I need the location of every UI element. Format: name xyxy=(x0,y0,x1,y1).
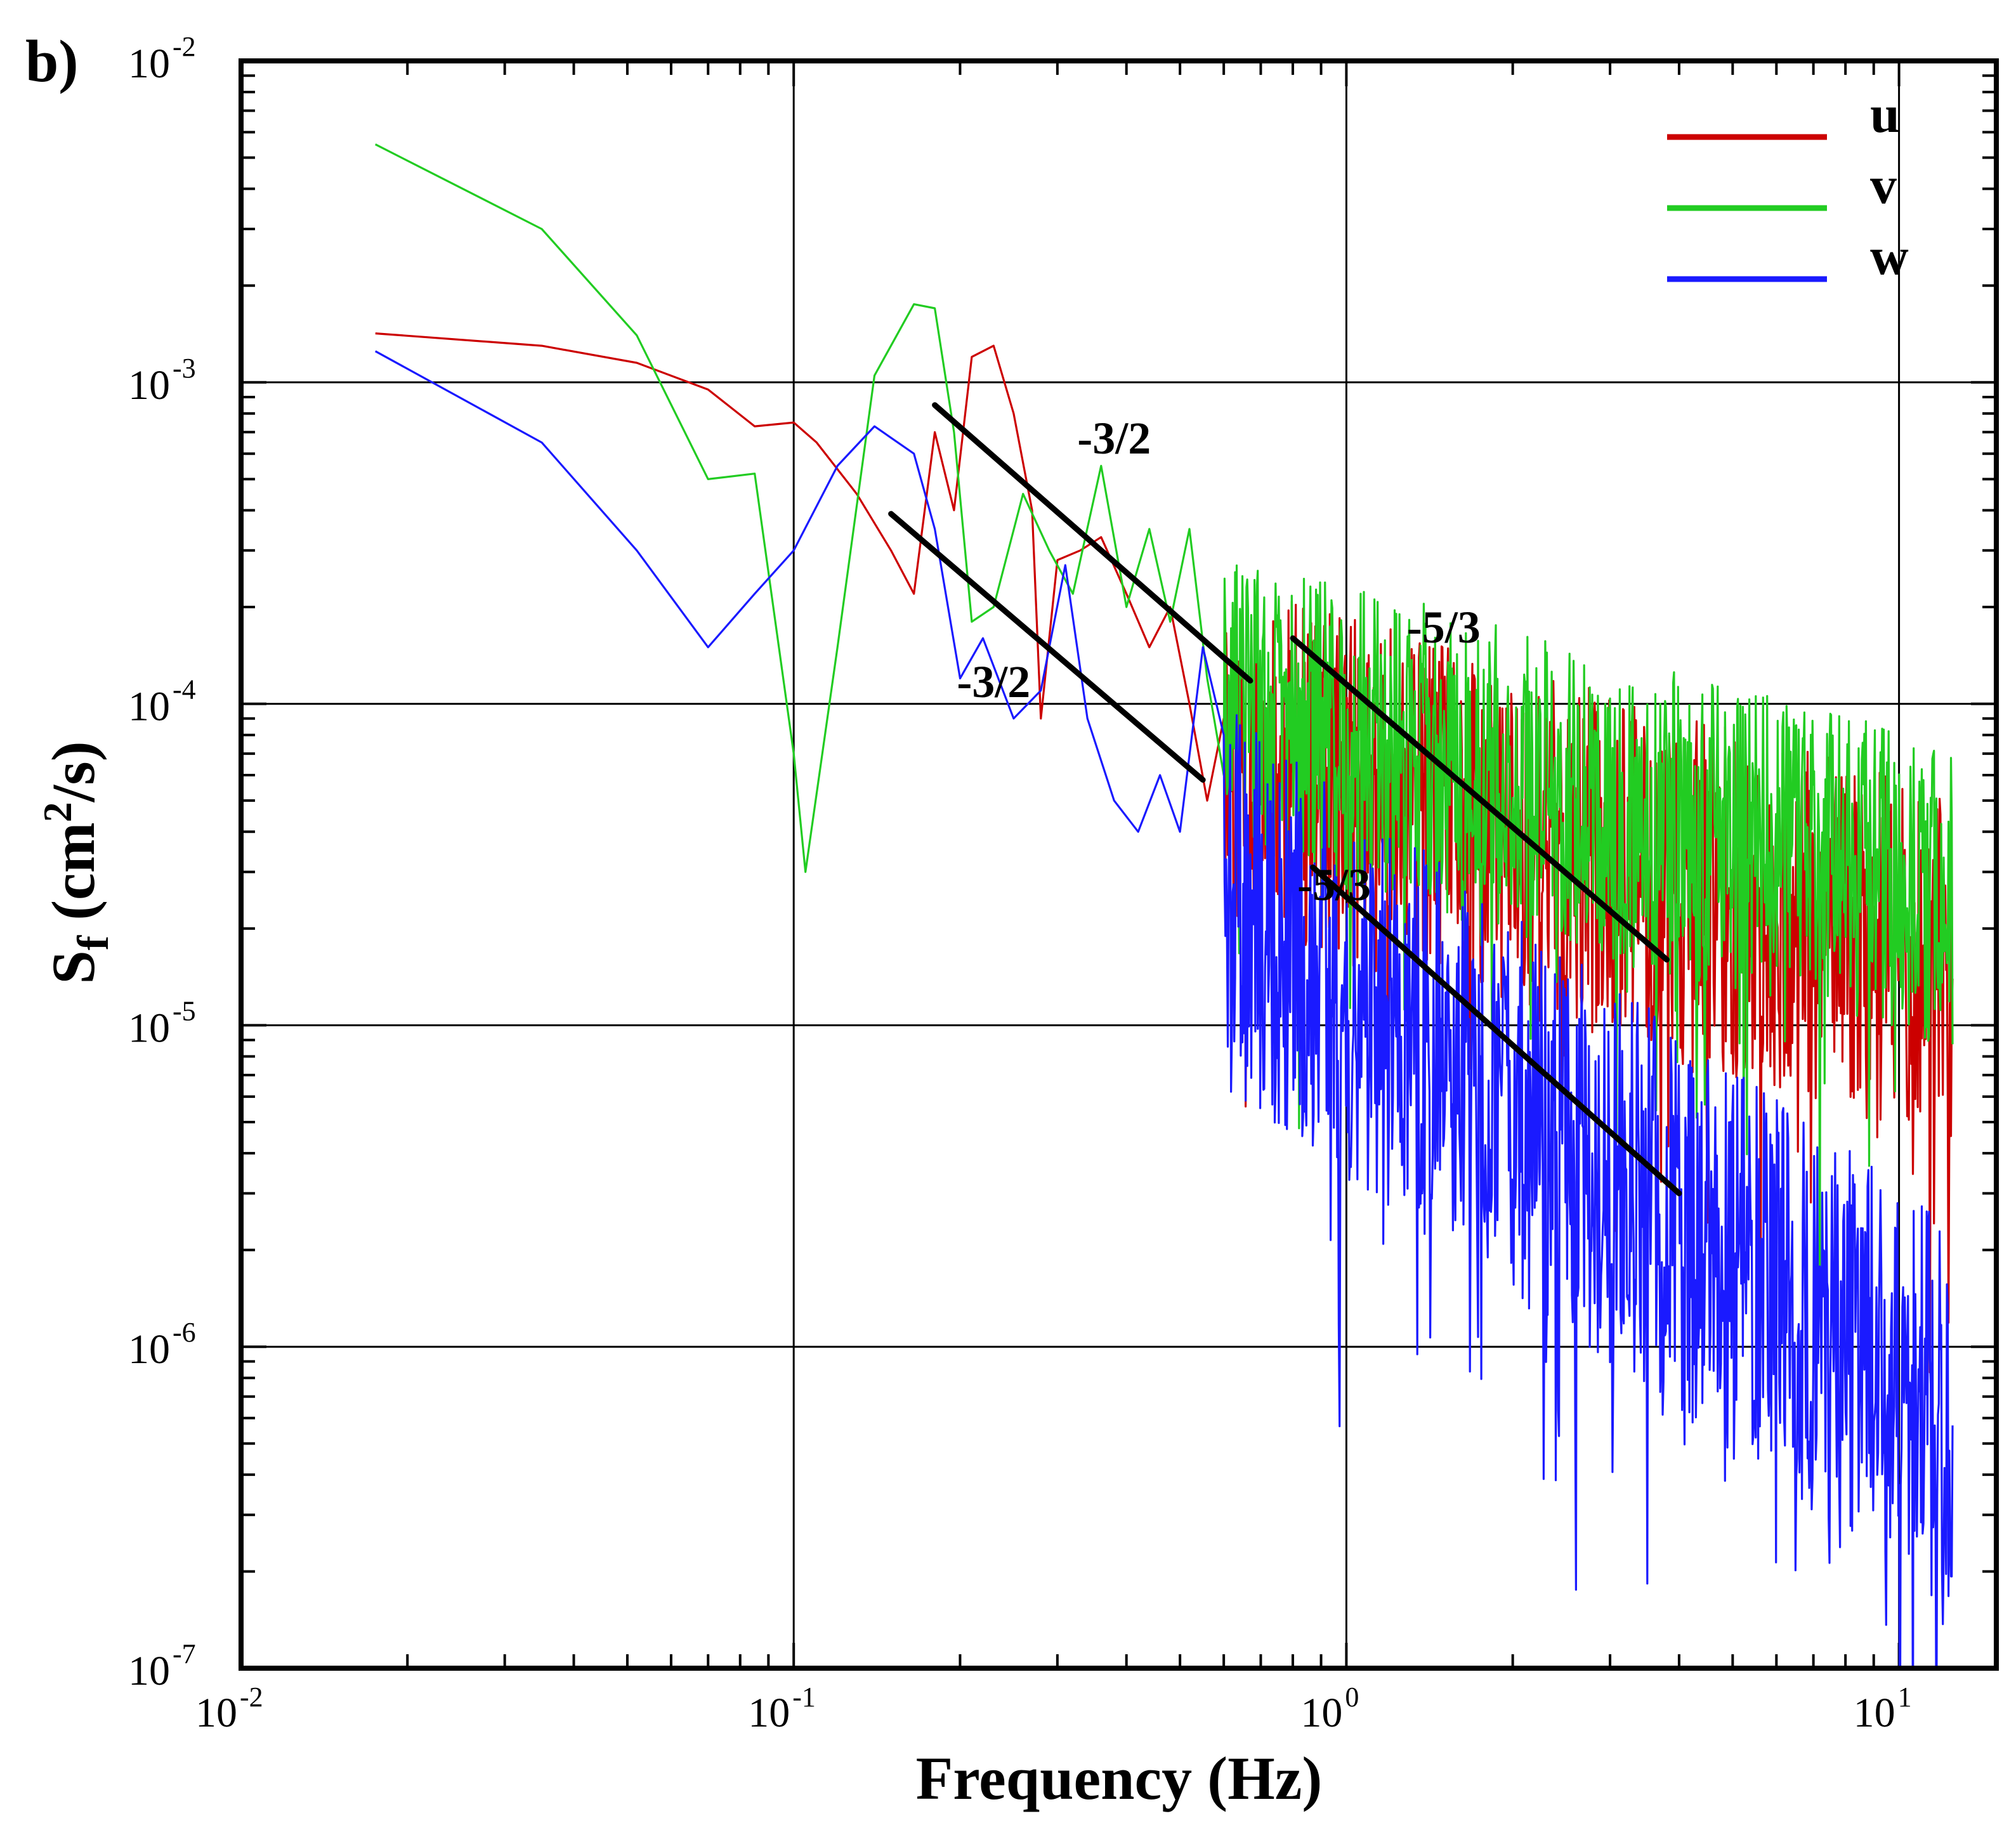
x-tick-label: 10 -2 xyxy=(195,1682,263,1736)
y-tick-label: 10 -7 xyxy=(128,1638,196,1694)
slope-label: -5/3 xyxy=(1297,859,1371,910)
series-line-v xyxy=(374,143,1954,1286)
series-line-w xyxy=(374,350,1954,1668)
y-axis-base: S xyxy=(39,950,107,984)
y-tick-exp: -6 xyxy=(173,1317,196,1348)
x-tick-base: 10 xyxy=(748,1690,790,1736)
legend-label-w: w xyxy=(1870,227,1909,286)
y-tick-labels: 10-710-610-510-410-310-2 xyxy=(128,31,196,1694)
y-tick-label: 10 -5 xyxy=(128,995,196,1051)
y-tick-base: 10 xyxy=(128,1005,170,1051)
y-tick-exp: -3 xyxy=(173,353,196,384)
x-axis-title: Frequency (Hz) xyxy=(916,1744,1323,1812)
y-tick-label: 10 -4 xyxy=(128,674,196,730)
y-tick-exp: -2 xyxy=(173,31,196,62)
x-tick-exp: 0 xyxy=(1345,1682,1359,1713)
legend-label-v: v xyxy=(1870,156,1897,215)
y-tick-exp: -7 xyxy=(173,1638,196,1669)
x-tick-base: 10 xyxy=(195,1690,237,1736)
y-axis-unit-open: (cm xyxy=(39,822,107,936)
y-axis-title: Sf (cm2/s) xyxy=(35,741,118,984)
slope-line xyxy=(888,511,1206,783)
y-tick-label: 10 -2 xyxy=(128,31,196,87)
panel-label: b) xyxy=(25,29,79,95)
y-axis-sub: f xyxy=(69,935,118,950)
x-tick-base: 10 xyxy=(1854,1690,1895,1736)
y-tick-exp: -4 xyxy=(173,674,196,705)
x-tick-exp: 1 xyxy=(1898,1682,1912,1713)
y-tick-base: 10 xyxy=(128,41,170,87)
x-tick-exp: -1 xyxy=(792,1682,816,1713)
y-tick-exp: -5 xyxy=(173,995,196,1026)
x-tick-labels: 10 -2 10 -1 10 0 10 1 xyxy=(195,1682,1912,1736)
slope-label: -3/2 xyxy=(957,656,1030,707)
slope-line xyxy=(932,402,1253,684)
x-tick-label: 10 0 xyxy=(1300,1682,1359,1736)
slope-line xyxy=(1290,635,1670,963)
slope-lines: -3/2 -3/2 -5/3 -5/3 xyxy=(888,402,1682,1196)
y-tick-label: 10 -6 xyxy=(128,1317,196,1373)
slope-line xyxy=(1310,864,1682,1196)
x-tick-exp: -2 xyxy=(240,1682,263,1713)
legend-label-u: u xyxy=(1870,85,1900,144)
y-axis-unit-close: /s) xyxy=(39,741,107,802)
y-tick-base: 10 xyxy=(128,362,170,408)
slope-label: -5/3 xyxy=(1407,602,1481,653)
y-tick-base: 10 xyxy=(128,684,170,730)
series-layer xyxy=(374,143,1954,1668)
y-axis-unit-sup: 2 xyxy=(35,802,80,822)
y-tick-base: 10 xyxy=(128,1326,170,1373)
y-tick-label: 10 -3 xyxy=(128,353,196,408)
slope-label: -3/2 xyxy=(1077,413,1151,464)
plot-frame xyxy=(239,58,1999,1671)
y-tick-base: 10 xyxy=(128,1648,170,1694)
x-tick-label: 10 -1 xyxy=(748,1682,816,1736)
legend: uvw xyxy=(1667,85,1909,286)
x-tick-base: 10 xyxy=(1300,1690,1342,1736)
x-tick-label: 10 1 xyxy=(1854,1682,1912,1736)
